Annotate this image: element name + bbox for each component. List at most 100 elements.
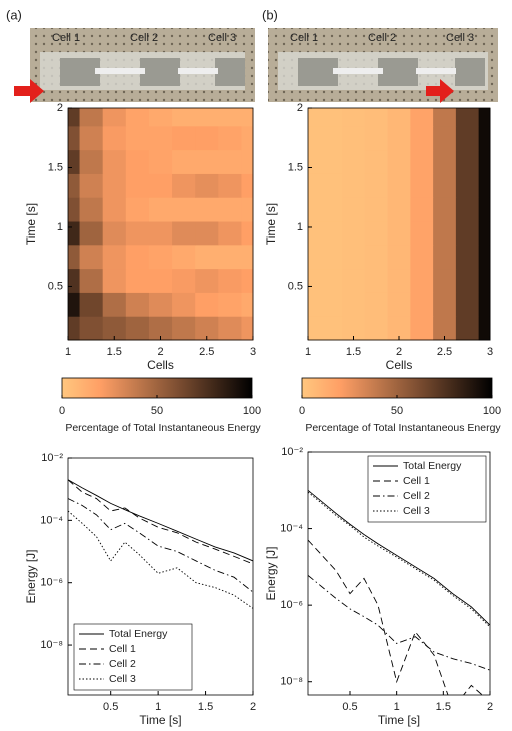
heat-cell xyxy=(387,268,411,293)
heat-cell xyxy=(241,316,254,341)
x-axis-label: Cells xyxy=(147,358,174,372)
heat-cell xyxy=(308,197,320,222)
heat-cell xyxy=(218,244,242,270)
heat-cell xyxy=(68,292,81,317)
heat-cell xyxy=(364,108,389,127)
heat-cell xyxy=(455,149,480,174)
heat-cell xyxy=(364,316,389,341)
heat-cell xyxy=(455,108,480,127)
x-tick-label: 2 xyxy=(487,701,493,713)
heat-cell xyxy=(342,268,366,293)
heat-cell xyxy=(433,268,457,293)
x-tick-label: 2.5 xyxy=(199,346,214,358)
heat-cell xyxy=(218,316,242,341)
x-tick-label: 0.5 xyxy=(342,701,357,713)
heat-cell xyxy=(218,125,242,151)
heat-cell xyxy=(342,149,366,174)
heat-cell xyxy=(342,173,366,198)
heat-cell xyxy=(387,316,411,341)
heat-cell xyxy=(364,292,389,317)
heat-cell xyxy=(102,244,127,270)
legend-label: Cell 2 xyxy=(403,490,430,502)
x-tick-label: 1 xyxy=(65,346,71,358)
heat-cell xyxy=(478,125,491,151)
heat-cell xyxy=(102,221,127,246)
data-line xyxy=(68,479,253,565)
heat-cell xyxy=(102,125,127,151)
heat-cell xyxy=(241,149,254,174)
heat-cell xyxy=(125,173,150,198)
heat-cell xyxy=(125,108,150,127)
x-tick-label: 1.5 xyxy=(198,701,213,713)
heat-cell xyxy=(79,244,104,270)
y-tick-label: 0.5 xyxy=(48,280,63,292)
heat-cell xyxy=(125,268,150,293)
heat-cell xyxy=(433,149,457,174)
y-tick-label: 10⁻² xyxy=(41,452,63,464)
heat-cell xyxy=(218,221,242,246)
heat-cell xyxy=(410,197,434,222)
heat-cell xyxy=(125,197,150,222)
heat-cell xyxy=(410,268,434,293)
colorbar-tick-label: 100 xyxy=(243,405,261,417)
plot-frame xyxy=(307,451,491,696)
data-line xyxy=(308,491,490,628)
y-tick-label: 1.5 xyxy=(288,161,303,173)
heat-cell xyxy=(342,316,366,341)
heat-cell xyxy=(172,292,196,317)
heat-cell xyxy=(387,125,411,151)
heat-cell xyxy=(68,149,81,174)
heat-cell xyxy=(172,197,196,222)
heat-cell xyxy=(102,292,127,317)
heat-cell xyxy=(195,221,219,246)
y-tick-label: 1 xyxy=(57,221,63,233)
heat-cell xyxy=(342,108,366,127)
heat-cell xyxy=(148,197,173,222)
heat-cell xyxy=(478,197,491,222)
heat-cell xyxy=(410,221,434,246)
heat-cell xyxy=(68,197,81,222)
heat-cell xyxy=(364,221,389,246)
heat-cell xyxy=(241,268,254,293)
y-axis-label: Time [s] xyxy=(264,203,278,245)
heat-cell xyxy=(172,221,196,246)
heat-cell xyxy=(364,173,389,198)
x-tick-label: 1.5 xyxy=(436,701,451,713)
heat-cell xyxy=(433,108,457,127)
y-tick-label: 10⁻⁸ xyxy=(40,639,63,651)
heat-cell xyxy=(478,149,491,174)
x-tick-label: 1.5 xyxy=(346,346,361,358)
y-axis-label: Time [s] xyxy=(24,203,38,245)
heat-cell xyxy=(195,173,219,198)
x-tick-label: 2 xyxy=(250,701,256,713)
heat-cell xyxy=(455,197,480,222)
heat-cell xyxy=(308,221,320,246)
heat-cell xyxy=(364,197,389,222)
y-tick-label: 10⁻² xyxy=(281,446,303,458)
heat-cell xyxy=(68,221,81,246)
x-tick-label: 0.5 xyxy=(103,701,118,713)
legend-label: Total Energy xyxy=(403,460,462,472)
heat-cell xyxy=(319,173,343,198)
heat-cell xyxy=(478,221,491,246)
heat-cell xyxy=(433,221,457,246)
heat-cell xyxy=(241,108,254,127)
heat-cell xyxy=(195,292,219,317)
x-tick-label: 1 xyxy=(155,701,161,713)
heat-cell xyxy=(148,244,173,270)
heat-cell xyxy=(68,125,81,151)
y-tick-label: 10⁻⁶ xyxy=(40,577,63,589)
heat-cell xyxy=(478,108,491,127)
heat-cell xyxy=(148,292,173,317)
heat-cell xyxy=(148,108,173,127)
heat-cell xyxy=(79,173,104,198)
legend-label: Cell 1 xyxy=(403,475,430,487)
x-tick-label: 3 xyxy=(250,346,256,358)
heat-cell xyxy=(387,221,411,246)
heat-cell xyxy=(308,292,320,317)
heat-cell xyxy=(218,268,242,293)
heat-cell xyxy=(172,149,196,174)
heat-cell xyxy=(342,221,366,246)
heat-cell xyxy=(195,149,219,174)
heat-cell xyxy=(125,221,150,246)
